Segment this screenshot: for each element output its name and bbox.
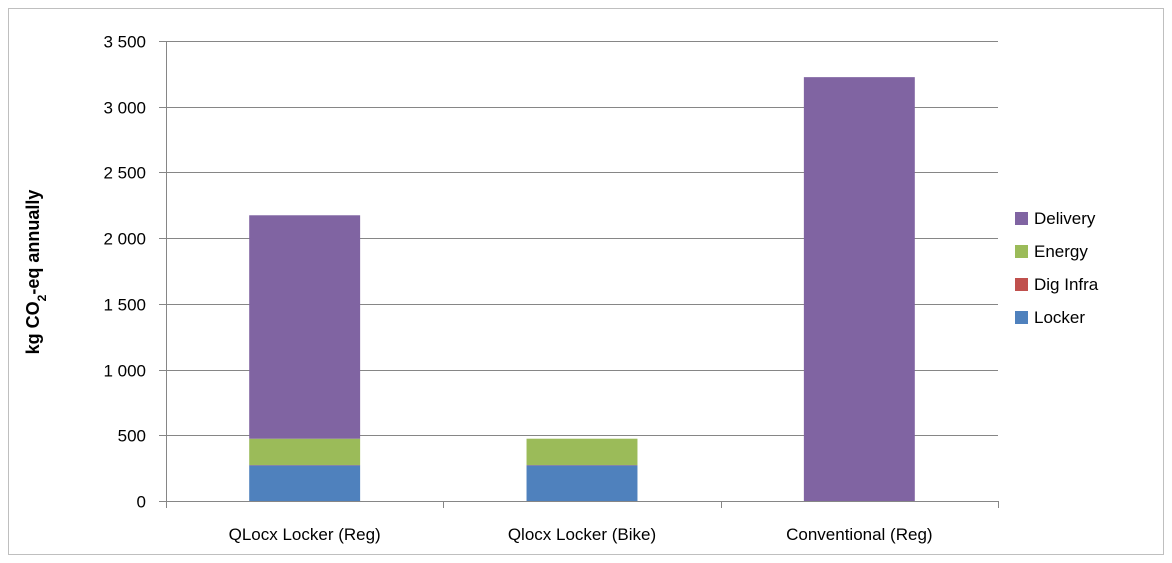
legend-label-dig-infra: Dig Infra — [1034, 275, 1099, 294]
legend-label-locker: Locker — [1034, 308, 1085, 327]
bar-delivery-qlocx-locker-reg — [249, 215, 361, 439]
y-tick-label: 500 — [118, 427, 146, 446]
y-axis-title: kg CO2-eq annually — [23, 190, 49, 355]
y-tick-label: 3 500 — [103, 33, 146, 52]
bar-energy-qlocx-locker-reg — [249, 438, 361, 465]
y-tick-label: 3 000 — [103, 99, 146, 118]
y-tick-label: 2 500 — [103, 164, 146, 183]
x-tick-label: Qlocx Locker (Bike) — [508, 525, 656, 544]
legend: Delivery Energy Dig Infra Locker — [1015, 209, 1099, 327]
bar-locker-qlocx-locker-reg — [249, 465, 361, 501]
axes: 0 500 1 000 1 500 2 000 2 500 3 000 3 500 QLocx … — [103, 33, 999, 544]
legend-swatch-locker — [1015, 311, 1028, 324]
y-tick-label: 1 500 — [103, 296, 146, 315]
legend-swatch-delivery — [1015, 212, 1028, 225]
bar-delivery-conventional-reg — [803, 77, 915, 502]
x-tick-label: Conventional (Reg) — [786, 525, 932, 544]
legend-swatch-energy — [1015, 245, 1028, 258]
y-tick-label: 1 000 — [103, 362, 146, 381]
legend-swatch-dig-infra — [1015, 278, 1028, 291]
legend-label-delivery: Delivery — [1034, 209, 1096, 228]
y-tick-label: 2 000 — [103, 230, 146, 249]
legend-label-energy: Energy — [1034, 242, 1088, 261]
y-tick-label: 0 — [137, 493, 146, 512]
bar-energy-qlocx-locker-bike — [526, 438, 638, 465]
bar-locker-qlocx-locker-bike — [526, 465, 638, 501]
x-tick-label: QLocx Locker (Reg) — [229, 525, 381, 544]
bars — [249, 77, 915, 502]
